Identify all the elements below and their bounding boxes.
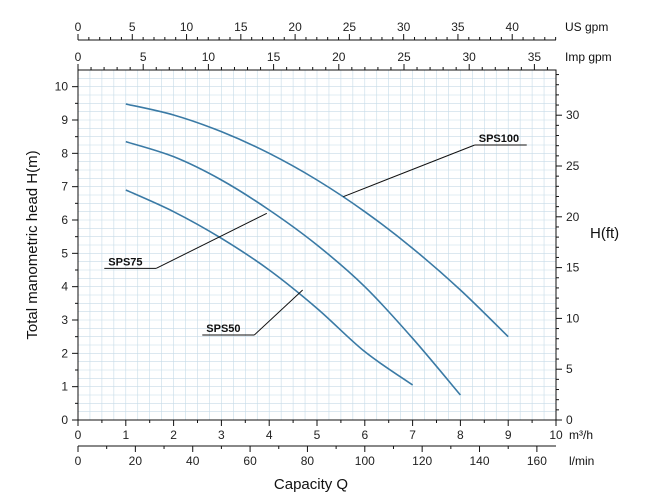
series-label-sps50: SPS50 [206, 323, 240, 335]
left-tick-label: 9 [61, 113, 68, 127]
impgpm-tick-label: 20 [332, 50, 346, 64]
x-tick-label: 1 [122, 428, 129, 442]
x-tick-label: 9 [505, 428, 512, 442]
right-tick-label: 0 [566, 413, 573, 427]
right-tick-label: 5 [566, 362, 573, 376]
impgpm-tick-label: 10 [202, 50, 216, 64]
impgpm-tick-label: 25 [397, 50, 411, 64]
x-tick-label: 7 [409, 428, 416, 442]
series-label-sps75: SPS75 [108, 256, 142, 268]
lmin-tick-label: 20 [129, 454, 143, 468]
right-tick-label: 25 [566, 159, 580, 173]
left-tick-label: 6 [61, 213, 68, 227]
left-tick-label: 5 [61, 246, 68, 260]
usgpm-tick-label: 0 [75, 20, 82, 34]
usgpm-unit-label: US gpm [565, 20, 608, 34]
impgpm-tick-label: 30 [463, 50, 477, 64]
usgpm-tick-label: 5 [129, 20, 136, 34]
left-tick-label: 8 [61, 146, 68, 160]
usgpm-tick-label: 25 [343, 20, 357, 34]
pump-curves [125, 103, 509, 396]
lmin-tick-label: 60 [243, 454, 257, 468]
right-tick-label: 20 [566, 210, 580, 224]
left-tick-label: 2 [61, 346, 68, 360]
left-tick-label: 0 [61, 413, 68, 427]
y-axis-title: Total manometric head H(m) [24, 150, 41, 339]
x-tick-label: 8 [457, 428, 464, 442]
usgpm-tick-label: 30 [397, 20, 411, 34]
left-tick-label: 7 [61, 180, 68, 194]
x-tick-label: 3 [218, 428, 225, 442]
left-tick-label: 4 [61, 280, 68, 294]
lmin-tick-label: 140 [470, 454, 490, 468]
usgpm-tick-label: 20 [288, 20, 302, 34]
x-unit-label: m³/h [569, 428, 593, 442]
series-label-sps100: SPS100 [479, 133, 519, 145]
x-tick-label: 0 [75, 428, 82, 442]
lmin-tick-label: 120 [412, 454, 432, 468]
lmin-tick-label: 80 [301, 454, 315, 468]
right-tick-label: 30 [566, 108, 580, 122]
usgpm-tick-label: 35 [451, 20, 465, 34]
x-tick-label: 2 [170, 428, 177, 442]
impgpm-tick-label: 0 [75, 50, 82, 64]
left-tick-label: 1 [61, 380, 68, 394]
impgpm-unit-label: Imp gpm [565, 50, 612, 64]
impgpm-tick-label: 5 [140, 50, 147, 64]
lmin-tick-label: 0 [75, 454, 82, 468]
leader-line-sps75 [156, 212, 268, 269]
usgpm-tick-label: 10 [180, 20, 194, 34]
x-axis-title: Capacity Q [274, 476, 348, 493]
lmin-tick-label: 100 [355, 454, 375, 468]
x-tick-label: 4 [266, 428, 273, 442]
right-tick-label: 10 [566, 311, 580, 325]
y-axis-right-title: H(ft) [590, 225, 619, 242]
left-tick-label: 3 [61, 313, 68, 327]
lmin-tick-label: 40 [186, 454, 200, 468]
lmin-unit-label: l/min [569, 454, 594, 468]
impgpm-tick-label: 35 [528, 50, 542, 64]
leader-line-sps50 [253, 289, 304, 336]
x-tick-label: 10 [549, 428, 563, 442]
usgpm-tick-label: 15 [234, 20, 248, 34]
leader-line-sps100 [343, 144, 475, 198]
impgpm-tick-label: 15 [267, 50, 281, 64]
left-tick-label: 10 [55, 80, 69, 94]
lmin-tick-label: 160 [527, 454, 547, 468]
usgpm-tick-label: 40 [506, 20, 520, 34]
x-tick-label: 6 [361, 428, 368, 442]
x-tick-label: 5 [314, 428, 321, 442]
right-tick-label: 15 [566, 261, 580, 275]
series-labels: SPS100 SPS75 SPS50 [104, 133, 527, 336]
